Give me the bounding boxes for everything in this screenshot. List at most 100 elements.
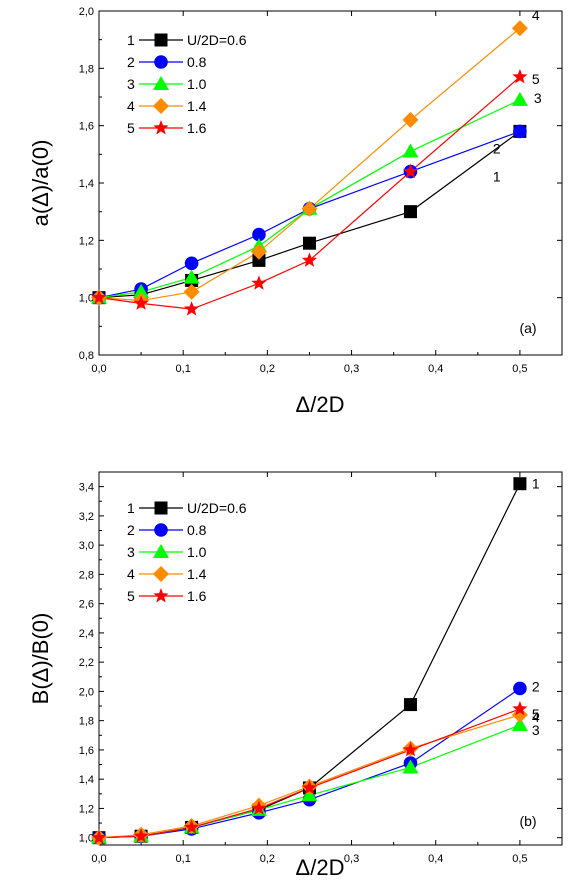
legend-label: 1.6 <box>187 588 207 604</box>
x-tick-label: 0,3 <box>344 853 359 865</box>
x-tick-label: 0,0 <box>91 363 106 375</box>
series-end-label: 1 <box>532 476 540 492</box>
y-tick-label: 1,0 <box>79 293 94 305</box>
data-point-series-3 <box>402 759 419 774</box>
data-point-series-1 <box>403 698 417 712</box>
legend-series-id: 3 <box>127 544 135 560</box>
plot-frame <box>98 471 563 846</box>
legend-entry: 2 0.8 <box>127 54 207 70</box>
data-point-series-4 <box>511 706 528 723</box>
legend-label: 0.8 <box>187 522 207 538</box>
series-end-label: 3 <box>532 722 540 738</box>
y-tick-label: 2,8 <box>79 569 94 581</box>
y-tick-label: 1,4 <box>79 774 94 786</box>
legend-series-id: 2 <box>127 54 135 70</box>
legend-entry: 3 1.0 <box>127 76 207 92</box>
y-axis-title: B(Δ)/B(0) <box>28 613 53 705</box>
panel-a: 0,0 0,1 0,2 0,3 0,4 0,5 0,8 1,0 1,2 1,4 1,6 1,8 2,0 Δ… <box>28 6 563 417</box>
data-point-series-1 <box>302 236 316 250</box>
legend-series-id: 4 <box>127 98 135 114</box>
data-point-series-5 <box>402 163 419 179</box>
data-point-series-4 <box>250 243 267 260</box>
x-tick-label: 0,1 <box>176 363 191 375</box>
x-tick-label: 0,2 <box>260 853 275 865</box>
data-point-series-5 <box>512 68 528 84</box>
legend-series-id: 2 <box>127 522 135 538</box>
legend-entry: 4 1.4 <box>127 98 207 114</box>
data-point-series-5 <box>251 800 267 815</box>
series-end-label: 2 <box>493 140 501 156</box>
y-axis-title: a(Δ)/a(0) <box>28 140 53 227</box>
x-axis-title: Δ/2D <box>296 855 345 880</box>
legend-label: U/2D=0.6 <box>187 32 247 48</box>
panel-label: (a) <box>519 320 536 336</box>
y-tick-label: 1,6 <box>79 745 94 757</box>
panel-b: 0,0 0,1 0,2 0,3 0,4 0,5 1,0 1,2 1,4 1,6 1,8 2,0 2,2 2… <box>28 471 563 880</box>
legend-series-id: 1 <box>127 32 135 48</box>
legend-marker <box>154 523 168 537</box>
data-point-series-3 <box>511 91 528 106</box>
y-tick-label: 1,8 <box>79 716 94 728</box>
data-point-series-5 <box>301 252 318 267</box>
x-tick-label: 0,3 <box>344 363 359 375</box>
data-point-series-1 <box>252 253 266 267</box>
legend-entry: 1 U/2D=0.6 <box>127 500 247 516</box>
series-end-label: 1 <box>493 168 501 184</box>
y-tick-label: 1,2 <box>79 803 94 815</box>
data-point-series-2 <box>184 256 199 271</box>
data-point-series-4 <box>301 200 318 217</box>
x-tick-label: 0,2 <box>260 363 275 375</box>
x-tick-label: 0,0 <box>91 853 106 865</box>
y-tick-label: 1,8 <box>79 63 94 75</box>
series-line-2 <box>98 687 521 839</box>
y-tick-label: 2,6 <box>79 599 94 611</box>
data-point-series-5 <box>91 829 107 845</box>
y-tick-label: 2,2 <box>79 657 94 669</box>
y-tick-label: 2,0 <box>79 686 94 698</box>
series-end-label: 2 <box>532 678 540 694</box>
y-tick-label: 3,2 <box>79 511 94 523</box>
x-tick-label: 0,5 <box>512 853 527 865</box>
data-point-series-5 <box>512 700 528 716</box>
data-point-series-2 <box>513 124 527 139</box>
x-tick-label: 0,4 <box>428 853 443 865</box>
data-point-series-3 <box>402 143 419 158</box>
data-point-series-4 <box>511 20 528 37</box>
legend-label: 1.6 <box>187 120 207 136</box>
panel-label: (b) <box>519 813 536 829</box>
legend-series-id: 5 <box>127 120 135 136</box>
x-axis-title: Δ/2D <box>296 392 345 417</box>
legend-label: U/2D=0.6 <box>187 500 247 516</box>
data-point-series-4 <box>402 111 419 128</box>
series-line-5 <box>98 708 521 839</box>
data-point-series-5 <box>183 301 200 316</box>
x-tick-label: 0,1 <box>176 853 191 865</box>
data-point-series-1 <box>403 205 417 219</box>
data-point-series-5 <box>133 295 149 310</box>
legend-series-id: 5 <box>127 588 135 604</box>
y-tick-label: 3,0 <box>79 540 94 552</box>
legend-entry: 2 0.8 <box>127 522 207 538</box>
legend-entry: 4 1.4 <box>127 566 207 582</box>
data-point-series-4 <box>183 283 200 300</box>
y-tick-label: 1,6 <box>79 121 94 133</box>
legend-marker <box>153 588 169 603</box>
y-tick-label: 1,0 <box>79 833 94 845</box>
legend-label: 1.0 <box>187 544 207 560</box>
legend-marker <box>153 544 169 558</box>
y-tick-label: 1,4 <box>79 178 94 190</box>
legend-entry: 5 1.6 <box>127 120 207 136</box>
series-end-label: 4 <box>532 7 540 23</box>
data-point-series-1 <box>513 477 527 491</box>
legend-series-id: 3 <box>127 76 135 92</box>
y-tick-label: 2,4 <box>79 628 94 640</box>
y-tick-label: 3,4 <box>79 482 94 494</box>
legend-marker <box>153 120 169 135</box>
x-tick-label: 0,5 <box>512 363 527 375</box>
x-tick-label: 0,4 <box>428 363 443 375</box>
data-point-series-5 <box>402 741 419 757</box>
data-point-series-5 <box>301 779 318 795</box>
legend-marker <box>154 501 168 515</box>
legend-entry: 5 1.6 <box>127 588 207 604</box>
